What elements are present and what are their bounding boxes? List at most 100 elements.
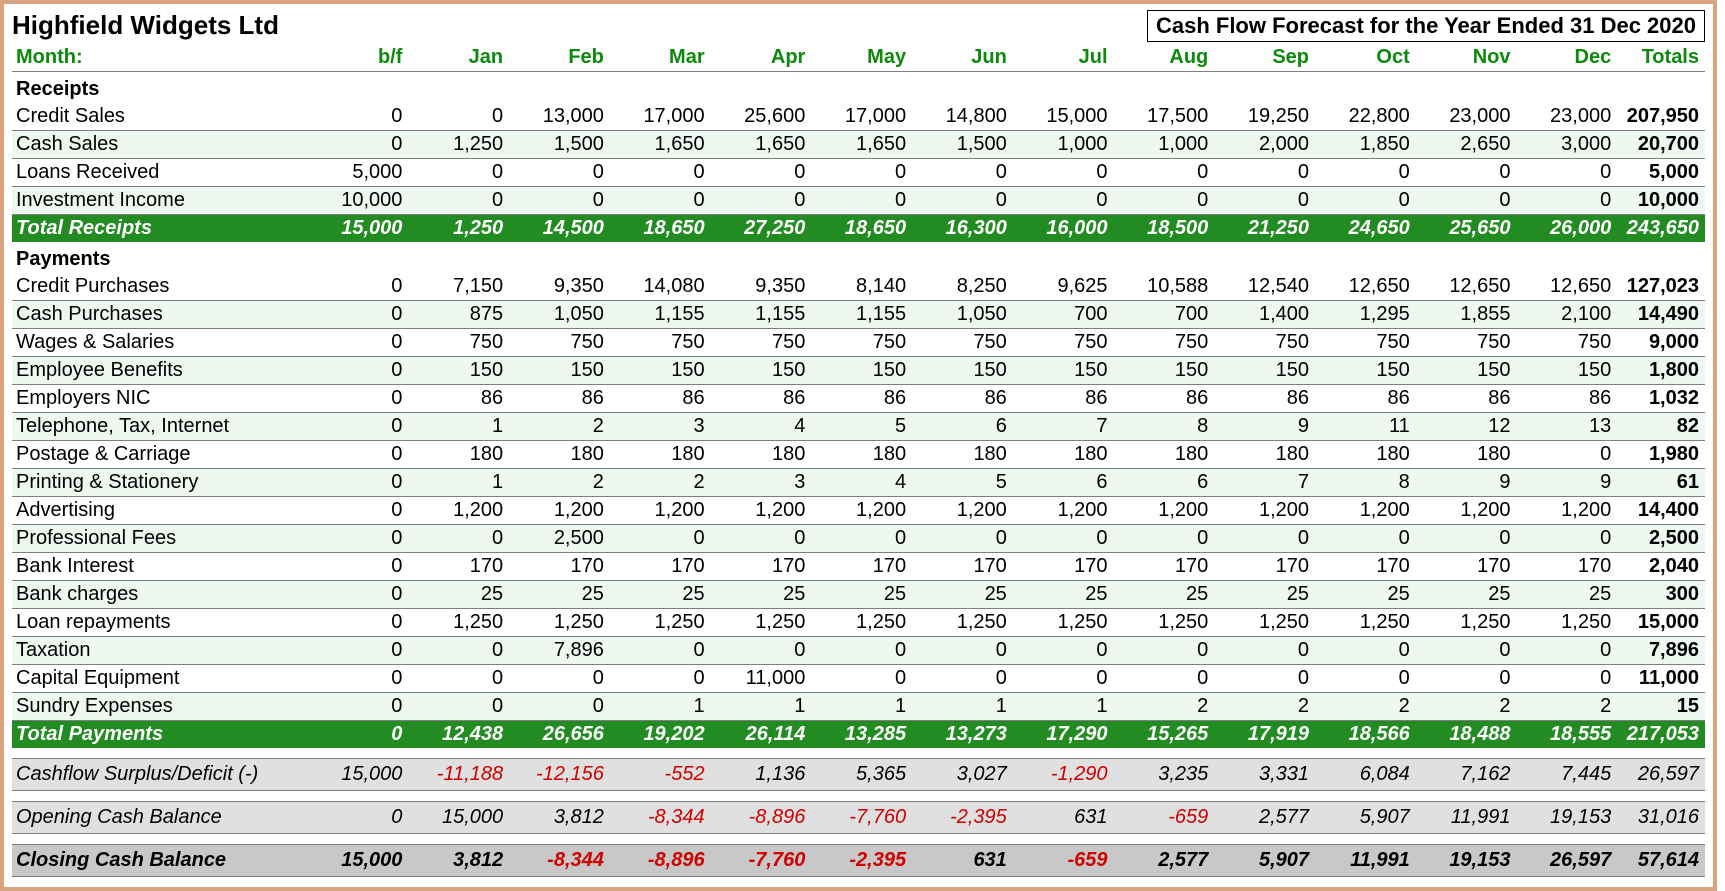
payments-val: 86 [711, 385, 812, 413]
payments-val: 86 [610, 385, 711, 413]
receipts-header-blank [1214, 72, 1315, 104]
payments-label: Wages & Salaries [12, 329, 308, 357]
payments-val: 1,200 [509, 497, 610, 525]
surplus-row-label: Cashflow Surplus/Deficit (-) [12, 759, 308, 791]
receipts-val: 15,000 [1013, 103, 1114, 131]
payments-val: 150 [711, 357, 812, 385]
payments-val: 300 [1617, 581, 1705, 609]
closing-row-val: -8,344 [509, 845, 610, 877]
payments-val: 0 [308, 637, 409, 665]
payments-val: 1,855 [1416, 301, 1517, 329]
payments-val: 2,040 [1617, 553, 1705, 581]
payments-val: 1,250 [1114, 609, 1215, 637]
payments-val: 8 [1114, 413, 1215, 441]
receipts-val: 0 [1013, 187, 1114, 215]
payments-header-label: Payments [12, 242, 308, 273]
payments-val: 25 [509, 581, 610, 609]
payments-val: 750 [610, 329, 711, 357]
col-apr: Apr [711, 44, 812, 72]
closing-row-val: -8,896 [610, 845, 711, 877]
payments-val: 0 [308, 693, 409, 721]
payments-val: 6 [1013, 469, 1114, 497]
receipts-label: Loans Received [12, 159, 308, 187]
payments-val: 170 [711, 553, 812, 581]
payments-val: 86 [1315, 385, 1416, 413]
payments-val: 0 [1516, 525, 1617, 553]
surplus-row-val: 7,445 [1516, 759, 1617, 791]
payments-val: 0 [408, 693, 509, 721]
payments-label: Taxation [12, 637, 308, 665]
payments-val: 2 [1214, 693, 1315, 721]
payments-val: 0 [1013, 665, 1114, 693]
payments-val: 0 [308, 413, 409, 441]
payments-val: 1,200 [1214, 497, 1315, 525]
payments-row: Taxation007,89600000000007,896 [12, 637, 1705, 665]
payments-val: 1,250 [1416, 609, 1517, 637]
receipts-label: Investment Income [12, 187, 308, 215]
payments-val: 2 [1516, 693, 1617, 721]
surplus-row-val: -12,156 [509, 759, 610, 791]
payments-val: 180 [1114, 441, 1215, 469]
receipts-val: 0 [408, 187, 509, 215]
surplus-row-val: 26,597 [1617, 759, 1705, 791]
payments-val: 86 [408, 385, 509, 413]
payments-val: 2,500 [509, 525, 610, 553]
payments-val: 170 [1013, 553, 1114, 581]
payments-val: 1,200 [912, 497, 1013, 525]
payments-val: 12,650 [1416, 273, 1517, 301]
payments-val: 180 [1315, 441, 1416, 469]
payments-val: 180 [811, 441, 912, 469]
payments-header-blank [509, 242, 610, 273]
payments-val: 12,650 [1315, 273, 1416, 301]
receipts-val: 10,000 [1617, 187, 1705, 215]
payments-val: 14,080 [610, 273, 711, 301]
col-jan: Jan [408, 44, 509, 72]
col-oct: Oct [1315, 44, 1416, 72]
closing-row-val: 26,597 [1516, 845, 1617, 877]
payments-val: 150 [1416, 357, 1517, 385]
payments-val: 6 [1114, 469, 1215, 497]
surplus-row-val: 1,136 [711, 759, 812, 791]
payments-val: 1 [912, 693, 1013, 721]
payments-val: 180 [509, 441, 610, 469]
payments-val: 0 [308, 301, 409, 329]
payments-label: Advertising [12, 497, 308, 525]
payments-row: Cash Purchases08751,0501,1551,1551,1551,… [12, 301, 1705, 329]
opening-row-val: 11,991 [1416, 802, 1517, 834]
company-name: Highfield Widgets Ltd [12, 10, 279, 41]
total-receipts: Total Receipts15,0001,25014,50018,65027,… [12, 215, 1705, 243]
payments-val: 1,155 [811, 301, 912, 329]
payments-header-blank [308, 242, 409, 273]
payments-val: 0 [308, 357, 409, 385]
receipts-header-label: Receipts [12, 72, 308, 104]
surplus-row-val: 6,084 [1315, 759, 1416, 791]
total-payments-val: 26,114 [711, 721, 812, 749]
payments-val: 1,250 [711, 609, 812, 637]
payments-val: 14,490 [1617, 301, 1705, 329]
total-payments-val: 217,053 [1617, 721, 1705, 749]
payments-header-blank [912, 242, 1013, 273]
payments-val: 7,896 [509, 637, 610, 665]
total-receipts-val: 1,250 [408, 215, 509, 243]
closing-row-val: 15,000 [308, 845, 409, 877]
payments-val: 1 [408, 469, 509, 497]
payments-val: 15 [1617, 693, 1705, 721]
payments-header-blank [610, 242, 711, 273]
payments-val: 750 [1013, 329, 1114, 357]
spacer [12, 748, 1705, 759]
payments-val: 10,588 [1114, 273, 1215, 301]
payments-val: 1,200 [1114, 497, 1215, 525]
col-feb: Feb [509, 44, 610, 72]
payments-val: 170 [1516, 553, 1617, 581]
payments-val: 1,250 [1315, 609, 1416, 637]
col-jun: Jun [912, 44, 1013, 72]
receipts-header-blank [610, 72, 711, 104]
surplus-row-val: 5,365 [811, 759, 912, 791]
payments-val: 0 [1516, 441, 1617, 469]
closing-row-val: 2,577 [1114, 845, 1215, 877]
payments-row: Printing & Stationery012234566789961 [12, 469, 1705, 497]
payments-label: Postage & Carriage [12, 441, 308, 469]
receipts-val: 17,000 [610, 103, 711, 131]
payments-val: 0 [610, 637, 711, 665]
payments-val: 1 [811, 693, 912, 721]
